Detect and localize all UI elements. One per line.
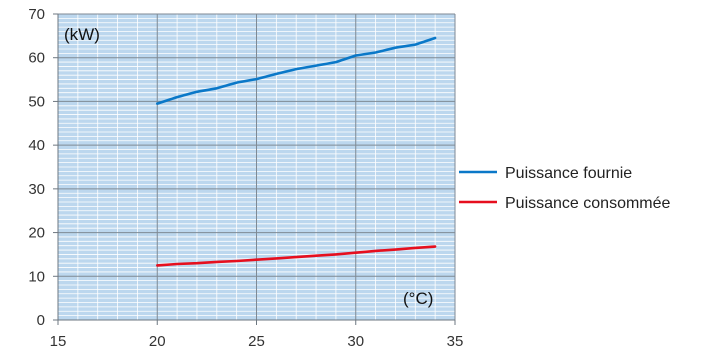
x-tick-label: 35: [447, 333, 464, 350]
y-axis-unit-label: (kW): [64, 25, 100, 44]
series-line-2: [156, 245, 437, 267]
legend-label-1: Puissance fournie: [505, 165, 632, 182]
y-tick-label: 60: [28, 50, 45, 67]
x-tick-label: 20: [149, 333, 166, 350]
tick-labels: 15 20 25 30 35 0 10 20 30 40 50 60 70: [28, 6, 463, 350]
x-tick-label: 15: [50, 333, 67, 350]
y-tick-label: 50: [28, 93, 45, 110]
y-tick-label: 30: [28, 181, 45, 198]
y-tick-label: 10: [28, 268, 45, 285]
series-lines: [156, 36, 437, 267]
x-tick-label: 30: [347, 333, 364, 350]
y-tick-label: 70: [28, 6, 45, 23]
legend: Puissance fournie Puissance consommée: [459, 165, 671, 212]
x-axis-unit-label: (°C): [403, 289, 433, 308]
y-tick-label: 20: [28, 225, 45, 242]
y-tick-label: 40: [28, 137, 45, 154]
legend-label-2: Puissance consommée: [505, 195, 671, 212]
series-line-1: [156, 36, 437, 105]
y-tick-label: 0: [37, 312, 45, 329]
x-tick-label: 25: [248, 333, 265, 350]
grid: [58, 13, 456, 320]
